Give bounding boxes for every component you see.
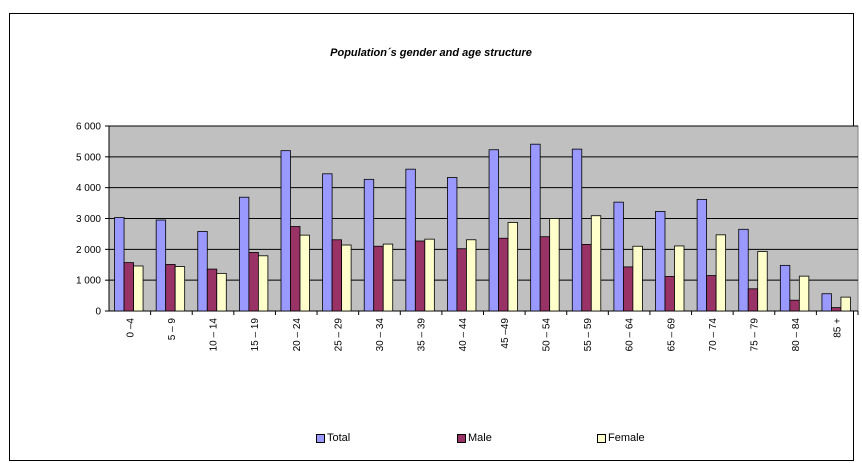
bar-male <box>706 275 717 312</box>
bar-female <box>299 234 310 312</box>
bar-total <box>114 217 125 312</box>
x-tick-label: 25 – 29 <box>333 318 344 352</box>
bar-total <box>322 173 333 312</box>
bar-total <box>197 231 208 312</box>
y-tick-label: 6 000 <box>76 122 101 133</box>
x-tick-label: 5 – 9 <box>167 318 178 341</box>
chart-title: Population´s gender and age structure <box>330 47 532 59</box>
bar-female <box>549 218 560 312</box>
y-tick-label: 2 000 <box>76 245 101 256</box>
bar-total <box>447 177 458 312</box>
bar-male <box>456 248 467 312</box>
bar-total <box>155 219 167 312</box>
bar-total <box>280 150 291 312</box>
x-tick-label: 50 – 54 <box>541 318 552 352</box>
bar-female <box>216 272 227 312</box>
bar-female <box>424 238 435 312</box>
x-tick-label: 20 – 24 <box>292 318 303 352</box>
bar-female <box>840 296 851 312</box>
bar-total <box>530 143 541 312</box>
x-tick-label: 0 –4 <box>125 318 136 338</box>
bar-female <box>466 239 477 312</box>
legend-item-total: Total <box>316 432 350 444</box>
x-tick-label: 15 – 19 <box>250 318 261 352</box>
y-tick-label: 5 000 <box>76 152 101 163</box>
legend-swatch-female <box>597 433 606 443</box>
bar-male <box>373 245 384 312</box>
x-tick-label: 55 – 59 <box>583 318 594 352</box>
bar-female <box>133 265 144 312</box>
legend-item-female: Female <box>597 432 645 444</box>
bar-male <box>290 226 301 312</box>
bar-total <box>613 201 624 312</box>
bar-female <box>632 245 643 312</box>
legend-label-total: Total <box>327 432 351 444</box>
bar-female <box>674 245 685 312</box>
legend-item-male: Male <box>457 432 492 444</box>
bar-total <box>363 178 375 312</box>
bar-total <box>571 148 583 312</box>
bar-male <box>248 252 259 312</box>
bar-female <box>757 251 768 312</box>
bar-female <box>382 243 394 312</box>
y-tick-label: 3 000 <box>76 214 101 225</box>
legend-label-female: Female <box>608 432 645 444</box>
x-tick-label: 45 –49 <box>500 318 511 349</box>
x-tick-label: 40 – 44 <box>458 318 469 352</box>
y-tick-label: 4 000 <box>76 183 101 194</box>
x-tick-label: 85 + <box>833 318 844 338</box>
bar-male <box>498 237 509 312</box>
bar-male <box>414 240 426 312</box>
x-tick-label: 65 – 69 <box>666 318 677 352</box>
legend-label-male: Male <box>468 432 492 444</box>
bar-male <box>165 264 176 312</box>
legend-swatch-male <box>457 433 466 443</box>
bar-female <box>257 255 269 312</box>
bar-male <box>539 236 551 312</box>
bar-female <box>174 266 186 312</box>
bar-female <box>798 275 810 312</box>
bar-total <box>655 211 666 312</box>
bar-female <box>590 215 602 312</box>
bar-female <box>341 244 352 312</box>
bar-male <box>747 288 759 312</box>
bar-total <box>405 168 416 312</box>
bar-male <box>831 307 842 312</box>
bar-total <box>238 196 250 312</box>
bar-female <box>715 234 727 312</box>
bar-male <box>789 299 800 312</box>
y-tick-label: 1 000 <box>76 276 101 287</box>
bar-male <box>123 262 134 312</box>
bar-total <box>779 264 791 312</box>
bar-total <box>738 228 749 312</box>
y-tick-label: 0 <box>95 307 101 318</box>
legend-swatch-total <box>316 433 325 443</box>
bar-male <box>664 276 675 312</box>
x-tick-label: 70 – 74 <box>708 318 719 352</box>
bar-male <box>206 268 218 312</box>
bar-male <box>581 243 592 312</box>
x-tick-label: 35 – 39 <box>417 318 428 352</box>
bar-male <box>622 266 634 312</box>
bar-female <box>507 222 518 312</box>
bar-male <box>331 239 343 312</box>
x-tick-label: 10 – 14 <box>209 318 220 352</box>
bar-total <box>696 198 708 312</box>
x-tick-label: 75 – 79 <box>749 318 760 352</box>
x-tick-label: 60 – 64 <box>625 318 636 352</box>
bar-total <box>821 293 832 312</box>
x-tick-label: 80 – 84 <box>791 318 802 352</box>
bar-total <box>488 149 499 312</box>
x-tick-label: 30 – 34 <box>375 318 386 352</box>
